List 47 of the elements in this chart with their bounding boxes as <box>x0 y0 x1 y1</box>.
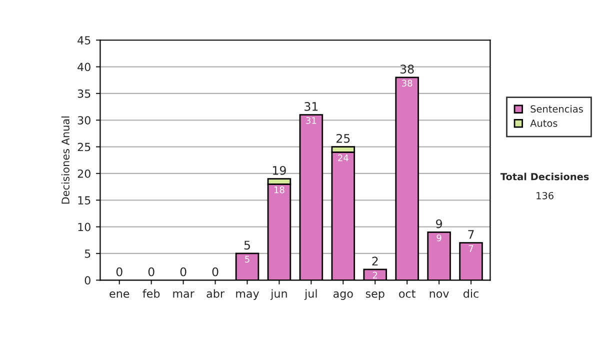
total-label: 5 <box>244 240 250 250</box>
total-label: 9 <box>436 219 442 228</box>
y-tick-label: 25 <box>78 142 90 152</box>
x-tick-label: nov <box>430 291 449 298</box>
total-label: 0 <box>148 267 154 276</box>
y-tick-label: 5 <box>84 250 90 258</box>
x-tick-label: ago <box>333 291 353 300</box>
data-label: 24 <box>338 154 348 162</box>
data-label: 2 <box>372 272 378 278</box>
data-label: 9 <box>436 234 442 242</box>
y-tick-label: 35 <box>78 89 90 98</box>
x-tick-label: feb <box>142 289 160 298</box>
data-label: 38 <box>402 80 412 87</box>
x-tick-label: mar <box>173 291 194 298</box>
data-label: 7 <box>468 245 474 252</box>
x-tick-label: may <box>236 291 260 300</box>
total-label: 19 <box>273 166 286 175</box>
y-axis-title: Decisiones Anual <box>61 116 70 204</box>
x-tick-label: oct <box>399 290 416 298</box>
data-label: 18 <box>274 186 284 194</box>
x-tick-label: sep <box>366 291 384 300</box>
y-tick-label: 30 <box>78 116 90 125</box>
y-tick-label: 10 <box>78 222 90 232</box>
y-tick-label: 0 <box>84 276 90 285</box>
x-tick-label: dic <box>464 289 478 298</box>
legend-label: Autos <box>530 120 558 127</box>
total-label: 2 <box>372 256 378 266</box>
x-tick-label: jun <box>270 289 287 300</box>
total-label: 0 <box>212 267 218 276</box>
x-tick-label: jul <box>304 289 317 300</box>
total-label: 0 <box>180 267 186 276</box>
total-label: 25 <box>336 134 350 143</box>
data-label: 5 <box>245 256 250 263</box>
total-label: 7 <box>468 230 474 239</box>
total-label: 0 <box>116 267 122 276</box>
total-label: 38 <box>400 64 414 74</box>
legend-label: Sentencias <box>530 105 583 113</box>
x-tick-label: abr <box>206 289 224 298</box>
y-tick-label: 15 <box>78 196 90 205</box>
data-label: 31 <box>306 117 316 124</box>
y-tick-label: 20 <box>78 169 90 178</box>
y-tick-label: 40 <box>78 62 90 72</box>
text: 136 <box>536 192 554 200</box>
total-label: 31 <box>304 102 318 111</box>
text: Total Decisiones <box>500 172 589 180</box>
y-tick-label: 45 <box>78 36 90 44</box>
x-tick-label: ene <box>110 291 130 298</box>
